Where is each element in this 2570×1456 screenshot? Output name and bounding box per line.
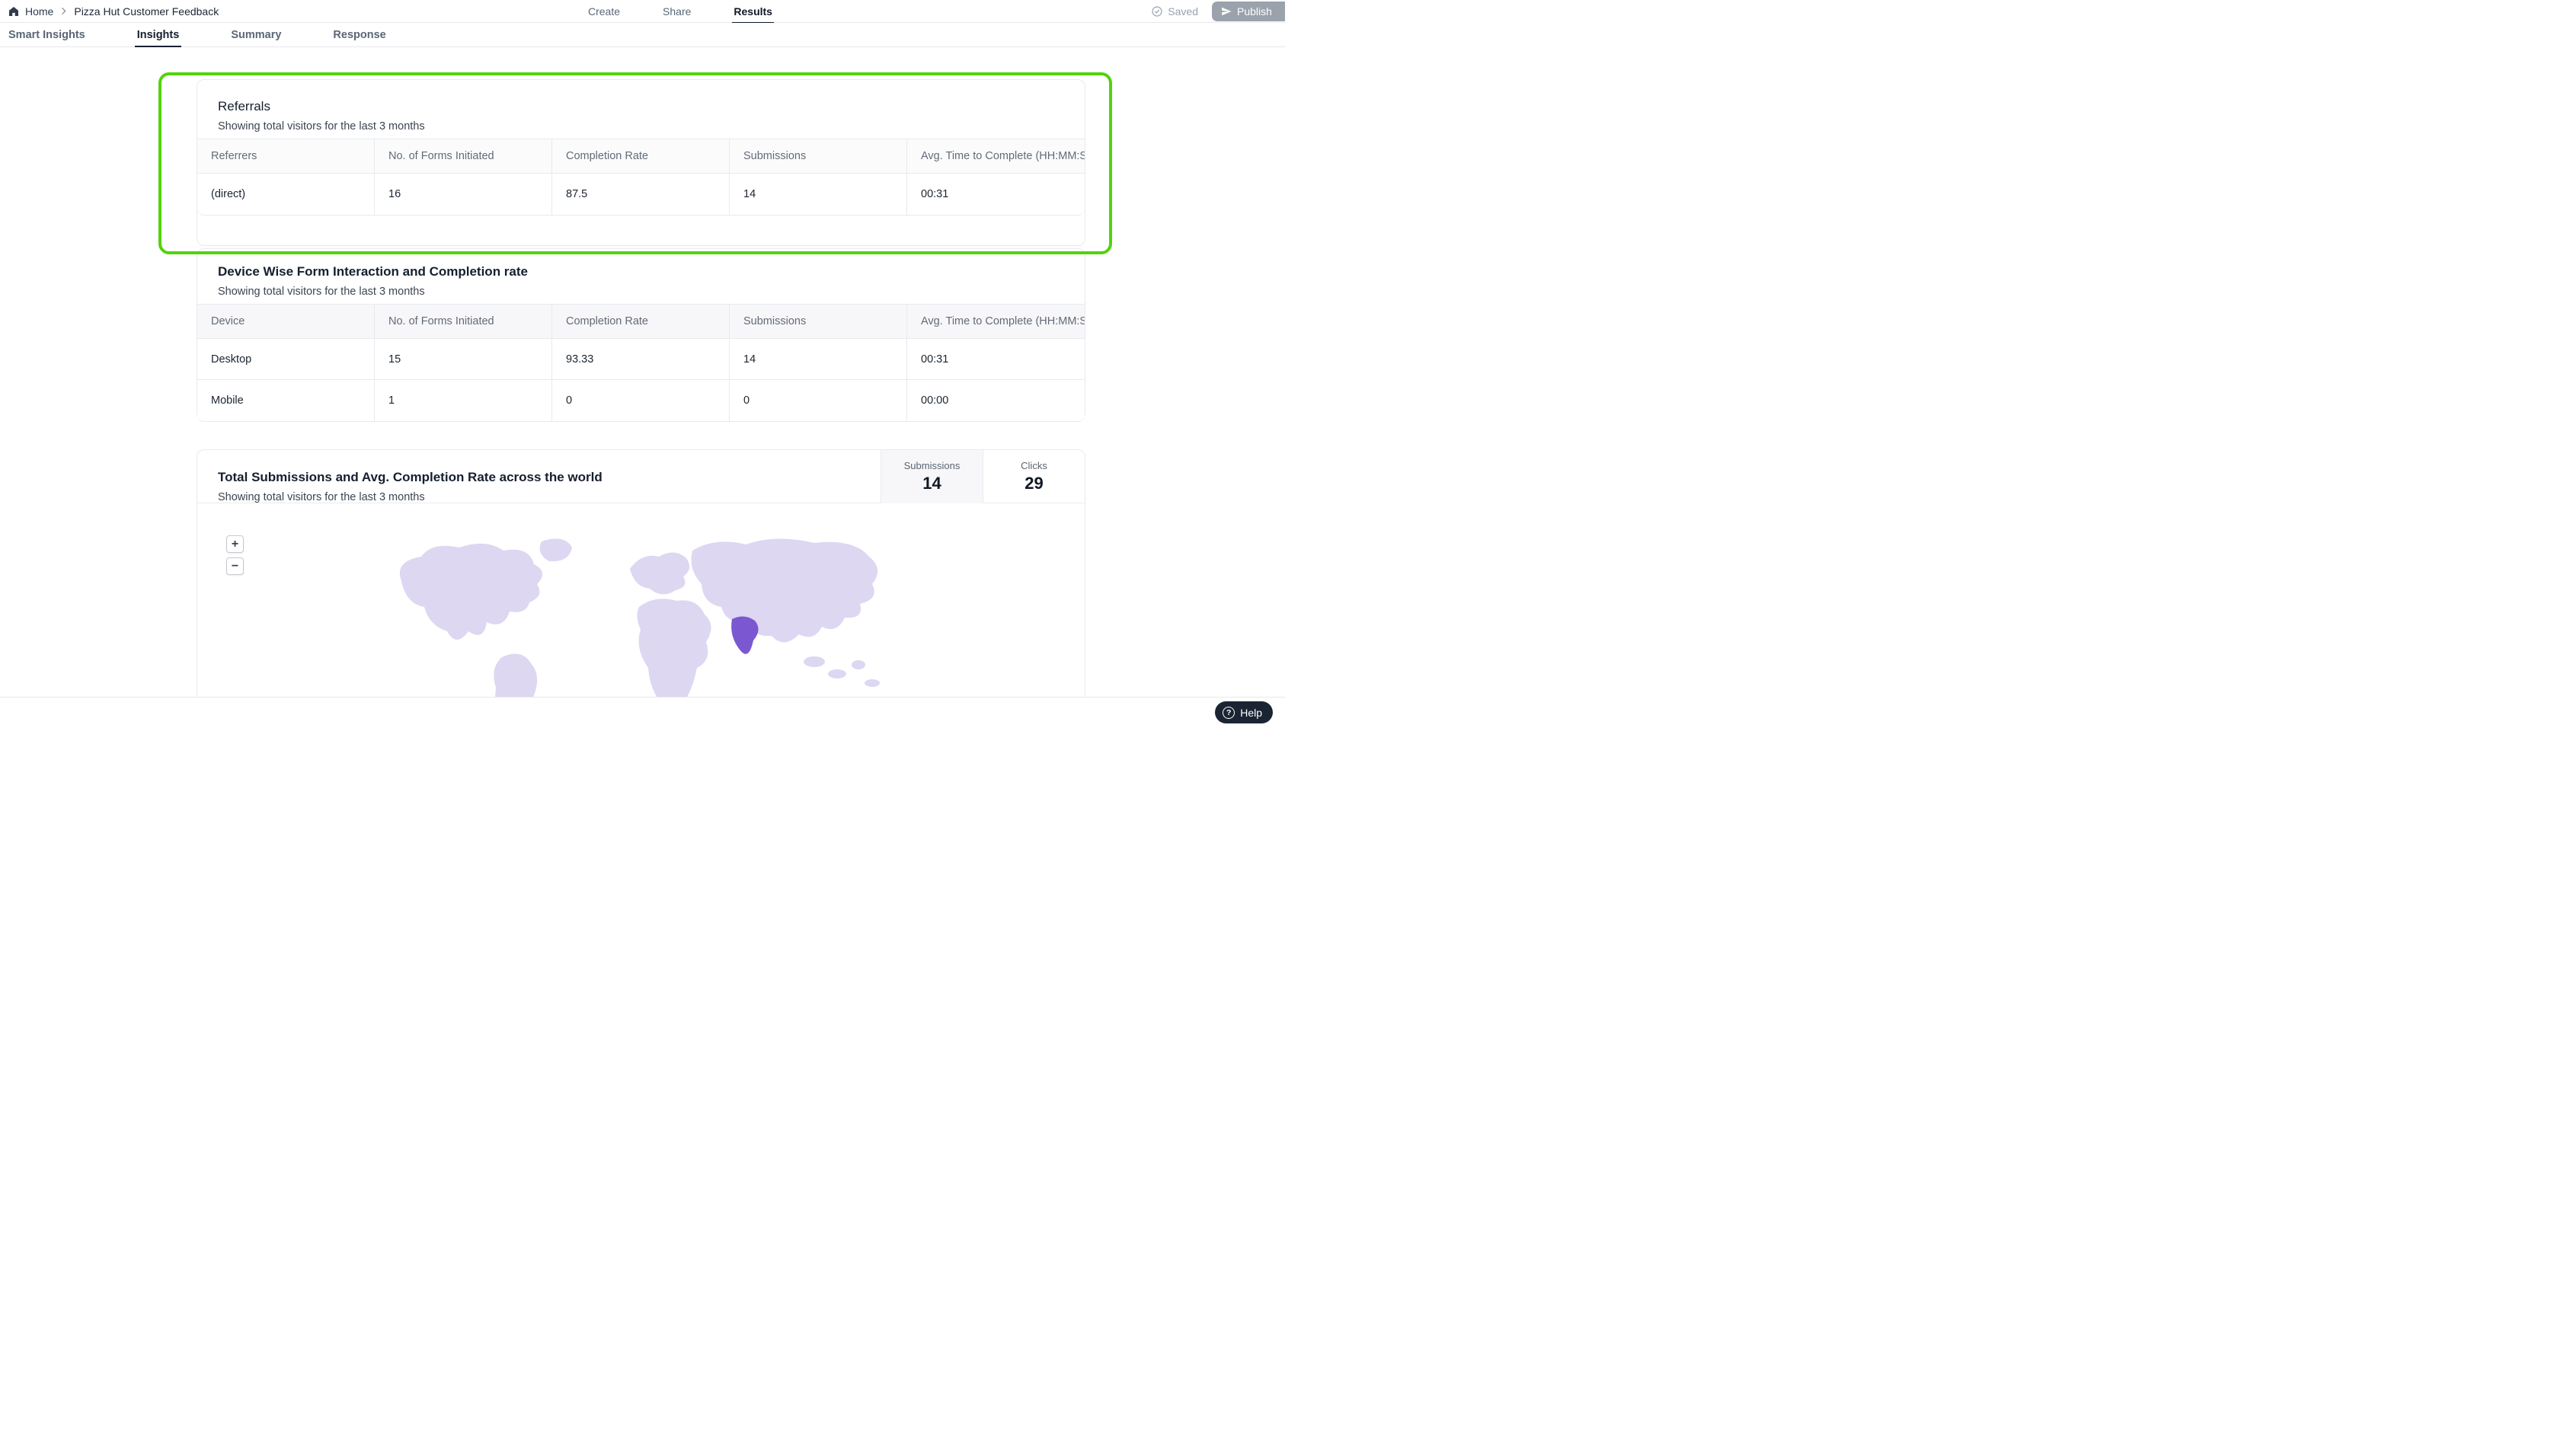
device-title: Device Wise Form Interaction and Complet… (218, 264, 528, 279)
world-map-card: Total Submissions and Avg. Completion Ra… (197, 449, 1085, 698)
help-label: Help (1240, 706, 1262, 719)
breadcrumb-page-title: Pizza Hut Customer Feedback (74, 5, 219, 18)
top-nav-share[interactable]: Share (663, 5, 692, 18)
world-map-area: + − (197, 503, 1085, 698)
referrals-col-header: Submissions (730, 139, 907, 174)
referrals-col-header: Referrers (197, 139, 375, 174)
device-cell: 15 (375, 339, 552, 380)
home-icon (9, 6, 18, 16)
tab-smart-insights[interactable]: Smart Insights (8, 28, 85, 41)
device-card: Device Wise Form Interaction and Complet… (197, 248, 1085, 422)
tab-summary[interactable]: Summary (231, 28, 282, 41)
breadcrumb: Home Pizza Hut Customer Feedback (0, 5, 219, 18)
referrals-cell: 87.5 (552, 174, 730, 215)
device-col-header: Avg. Time to Complete (HH:MM:S (907, 305, 1085, 339)
device-col-header: Submissions (730, 305, 907, 339)
device-col-header: Completion Rate (552, 305, 730, 339)
saved-status: Saved (1151, 5, 1198, 18)
device-cell: 14 (730, 339, 907, 380)
map-zoom-controls: + − (226, 535, 244, 575)
submissions-stat: Submissions 14 (881, 450, 983, 503)
check-circle-icon (1152, 6, 1162, 17)
referrals-col-header: Completion Rate (552, 139, 730, 174)
world-title: Total Submissions and Avg. Completion Ra… (218, 470, 603, 484)
world-map[interactable] (388, 534, 890, 698)
breadcrumb-home[interactable]: Home (8, 5, 53, 18)
tab-response[interactable]: Response (333, 28, 386, 41)
clicks-stat-value: 29 (1024, 474, 1044, 493)
top-nav-create[interactable]: Create (588, 5, 621, 18)
referrals-cell: 00:31 (921, 188, 949, 200)
top-nav-results[interactable]: Results (732, 0, 774, 24)
publish-label: Publish (1237, 5, 1272, 18)
device-col-header: Device (197, 305, 375, 339)
top-nav: Create Share Results (587, 0, 774, 24)
question-mark-icon: ? (1223, 706, 1235, 719)
continent-asia (691, 538, 878, 643)
top-bar: Home Pizza Hut Customer Feedback Create … (0, 0, 1285, 24)
referrals-table: Referrers No. of Forms Initiated Complet… (197, 139, 1085, 216)
zoom-in-button[interactable]: + (226, 535, 244, 553)
publish-button[interactable]: Publish (1212, 2, 1285, 21)
world-subtitle: Showing total visitors for the last 3 mo… (218, 491, 425, 503)
continent-europe (630, 552, 690, 595)
device-subtitle: Showing total visitors for the last 3 mo… (218, 286, 425, 298)
clicks-stat-label: Clicks (1021, 460, 1047, 471)
submissions-stat-label: Submissions (903, 460, 961, 471)
device-cell: 1 (375, 380, 552, 421)
device-table: Device No. of Forms Initiated Completion… (197, 304, 1085, 422)
referrals-cell: 16 (375, 174, 552, 215)
referrals-col-header: No. of Forms Initiated (375, 139, 552, 174)
referrals-title: Referrals (218, 99, 270, 113)
continent-greenland (539, 538, 572, 562)
device-cell: 93.33 (552, 339, 730, 380)
top-bar-right: Saved Publish (1151, 0, 1285, 23)
page: Home Pizza Hut Customer Feedback Create … (0, 0, 1285, 728)
content-bottom-divider (0, 697, 1285, 698)
referrals-cell: 14 (730, 174, 907, 215)
world-stats: Submissions 14 Clicks 29 (881, 450, 1085, 503)
saved-label: Saved (1168, 5, 1198, 18)
referrals-col-header: Avg. Time to Complete (HH:MM:S (907, 139, 1085, 174)
send-icon (1222, 7, 1232, 16)
device-cell: 0 (552, 380, 730, 421)
device-cell: Mobile (197, 380, 375, 421)
clicks-stat: Clicks 29 (983, 450, 1085, 503)
continent-south-america (494, 653, 538, 698)
submissions-stat-value: 14 (922, 474, 941, 493)
device-cell: Desktop (197, 339, 375, 380)
breadcrumb-home-label: Home (25, 5, 54, 18)
continent-north-america (399, 543, 543, 640)
help-button[interactable]: ? Help (1215, 701, 1273, 723)
device-cell: 00:31 (907, 339, 1085, 380)
zoom-out-button[interactable]: − (226, 557, 244, 575)
map-highlight-india (731, 616, 759, 654)
referrals-cell: (direct) (197, 174, 375, 215)
device-col-header: No. of Forms Initiated (375, 305, 552, 339)
device-cell: 00:00 (921, 394, 949, 407)
referrals-card: Referrals Showing total visitors for the… (197, 79, 1085, 246)
tab-insights[interactable]: Insights (134, 23, 182, 47)
world-card-header: Total Submissions and Avg. Completion Ra… (197, 450, 1085, 503)
continent-africa (637, 599, 711, 698)
chevron-right-icon (59, 6, 69, 16)
insights-tab-bar: Smart Insights Insights Summary Response (0, 23, 1285, 47)
referrals-subtitle: Showing total visitors for the last 3 mo… (218, 120, 425, 133)
device-cell: 0 (730, 380, 907, 421)
